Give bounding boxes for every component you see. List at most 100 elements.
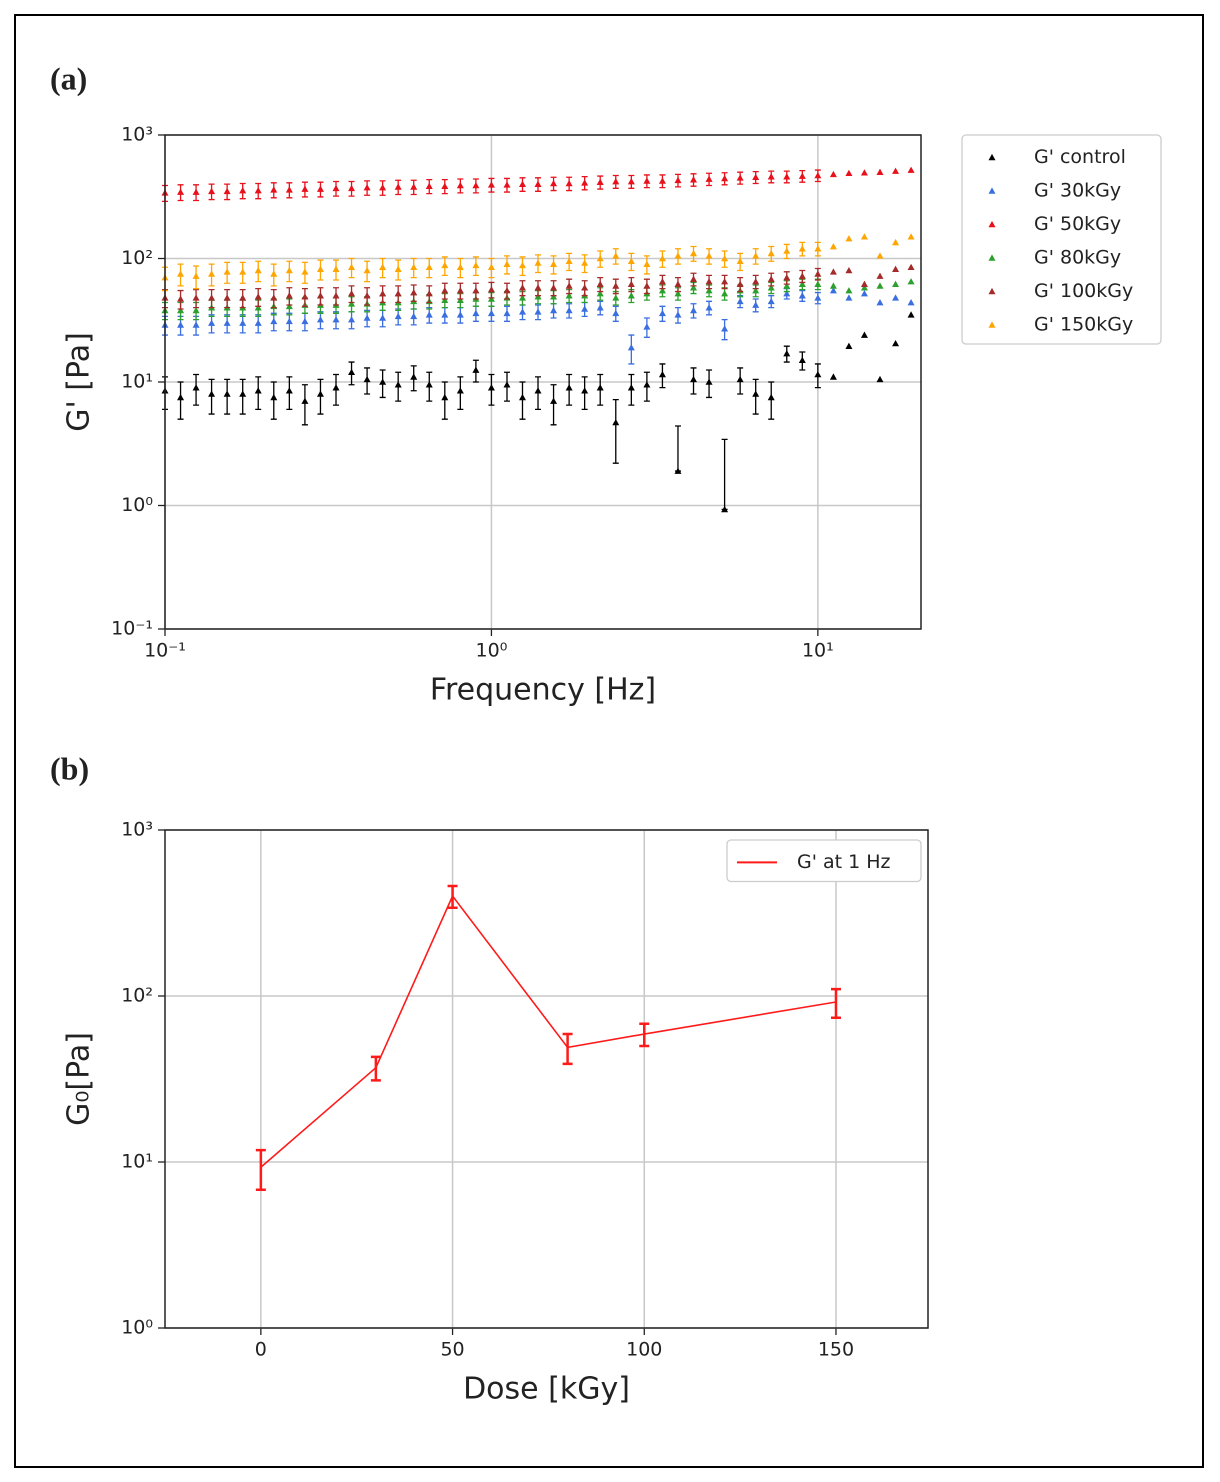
- marker: [316, 185, 324, 192]
- marker: [472, 287, 480, 294]
- error-bar: [177, 381, 184, 420]
- marker: [845, 235, 853, 242]
- marker: [332, 184, 340, 192]
- marker: [860, 169, 868, 176]
- marker: [721, 505, 729, 513]
- marker: [223, 268, 231, 275]
- legend-label: G' 150kGy: [1034, 313, 1133, 335]
- marker: [550, 284, 558, 291]
- marker: [177, 306, 185, 314]
- marker: [456, 287, 464, 294]
- marker: [518, 393, 526, 401]
- marker: [208, 319, 216, 326]
- marker: [829, 287, 837, 294]
- marker: [425, 263, 433, 271]
- marker: [487, 263, 495, 271]
- marker: [550, 260, 558, 267]
- marker: [658, 177, 666, 184]
- marker: [752, 301, 760, 308]
- error-bar: [270, 381, 277, 420]
- marker: [752, 278, 760, 285]
- marker: [658, 371, 666, 378]
- marker: [581, 179, 589, 186]
- marker: [705, 304, 713, 311]
- marker: [503, 181, 511, 188]
- marker: [332, 265, 340, 272]
- marker: [907, 166, 915, 173]
- marker: [332, 316, 340, 323]
- legend-marker: [988, 153, 996, 161]
- marker: [690, 306, 698, 314]
- marker: [410, 373, 418, 380]
- x-axis-label: Dose [kGy]: [463, 1372, 630, 1407]
- error-bar: [830, 987, 841, 1019]
- marker: [798, 172, 806, 179]
- marker: [316, 390, 324, 397]
- marker: [721, 325, 729, 332]
- marker: [627, 292, 635, 299]
- marker: [690, 275, 698, 282]
- marker: [705, 378, 713, 385]
- marker: [425, 290, 433, 297]
- marker: [192, 306, 200, 314]
- marker: [845, 169, 853, 177]
- marker: [472, 261, 480, 269]
- legend-marker: [988, 254, 996, 261]
- marker: [907, 278, 915, 285]
- marker: [270, 393, 278, 401]
- marker: [690, 375, 698, 383]
- marker: [518, 284, 526, 291]
- marker: [814, 245, 822, 252]
- marker: [721, 290, 729, 297]
- marker: [721, 278, 729, 285]
- marker: [736, 375, 744, 383]
- marker: [783, 290, 791, 297]
- marker: [534, 180, 542, 187]
- legend-label: G' 80kGy: [1034, 246, 1121, 268]
- marker: [565, 179, 573, 187]
- y-tick-label: 10¹: [121, 371, 153, 393]
- marker: [860, 284, 868, 291]
- marker: [348, 263, 356, 271]
- marker: [239, 319, 247, 326]
- marker: [208, 294, 216, 301]
- marker: [814, 371, 822, 378]
- marker: [860, 233, 868, 240]
- marker: [301, 185, 309, 192]
- marker: [487, 295, 495, 302]
- marker: [285, 266, 293, 274]
- marker: [814, 294, 822, 301]
- marker: [565, 257, 573, 265]
- marker: [845, 287, 853, 294]
- marker: [285, 302, 293, 310]
- marker: [627, 384, 635, 391]
- marker: [177, 270, 185, 277]
- legend-label: G' 100kGy: [1034, 280, 1133, 302]
- marker: [223, 294, 231, 301]
- marker: [208, 187, 216, 195]
- marker: [518, 180, 526, 187]
- marker: [612, 178, 620, 185]
- marker: [410, 263, 418, 271]
- marker: [456, 182, 464, 189]
- marker: [690, 176, 698, 183]
- marker: [674, 280, 682, 287]
- marker: [487, 309, 495, 317]
- marker: [223, 319, 231, 326]
- error-bar: [550, 384, 557, 426]
- error-bar: [768, 381, 775, 420]
- marker: [798, 356, 806, 364]
- marker: [503, 287, 511, 294]
- marker: [239, 187, 247, 194]
- marker: [658, 287, 666, 294]
- marker: [674, 252, 682, 259]
- marker: [239, 268, 247, 275]
- marker: [736, 257, 744, 265]
- marker: [845, 342, 853, 349]
- marker: [658, 309, 666, 317]
- error-bar: [519, 381, 526, 420]
- marker: [596, 280, 604, 287]
- marker: [441, 287, 449, 294]
- marker: [767, 249, 775, 257]
